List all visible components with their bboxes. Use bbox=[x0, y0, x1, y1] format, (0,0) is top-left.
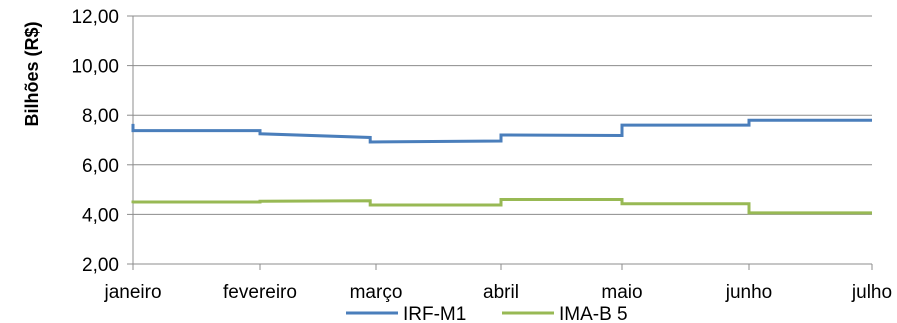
series-lines bbox=[131, 118, 872, 215]
x-tick-label: abril bbox=[483, 282, 519, 303]
y-tick-label: 8,00 bbox=[82, 106, 119, 127]
x-tick-label: janeiro bbox=[103, 282, 161, 303]
tick-labels: 2,00 4,00 6,00 8,00 10,00 12,00 janeiro feverei… bbox=[71, 7, 892, 303]
y-tick-label: 4,00 bbox=[82, 205, 119, 226]
x-tick-label: julho bbox=[851, 282, 892, 303]
x-tick-label: fevereiro bbox=[223, 282, 297, 303]
legend-label: IRF-M1 bbox=[403, 304, 466, 323]
legend: IRF-M1 IMA-B 5 bbox=[346, 304, 628, 323]
y-tick-label: 12,00 bbox=[71, 7, 119, 28]
x-tick-label: março bbox=[350, 282, 403, 303]
x-tick-label: maio bbox=[601, 282, 642, 303]
grid bbox=[133, 15, 872, 215]
series-line bbox=[131, 118, 872, 144]
x-tick-label: junho bbox=[725, 282, 773, 303]
y-tick-label: 6,00 bbox=[82, 156, 119, 177]
y-axis-title: Bilhões (R$) bbox=[22, 21, 42, 126]
axes bbox=[127, 15, 873, 270]
legend-label: IMA-B 5 bbox=[559, 304, 628, 323]
y-tick-label: 2,00 bbox=[82, 255, 119, 276]
series-line bbox=[131, 198, 872, 215]
y-tick-label: 10,00 bbox=[71, 57, 119, 78]
